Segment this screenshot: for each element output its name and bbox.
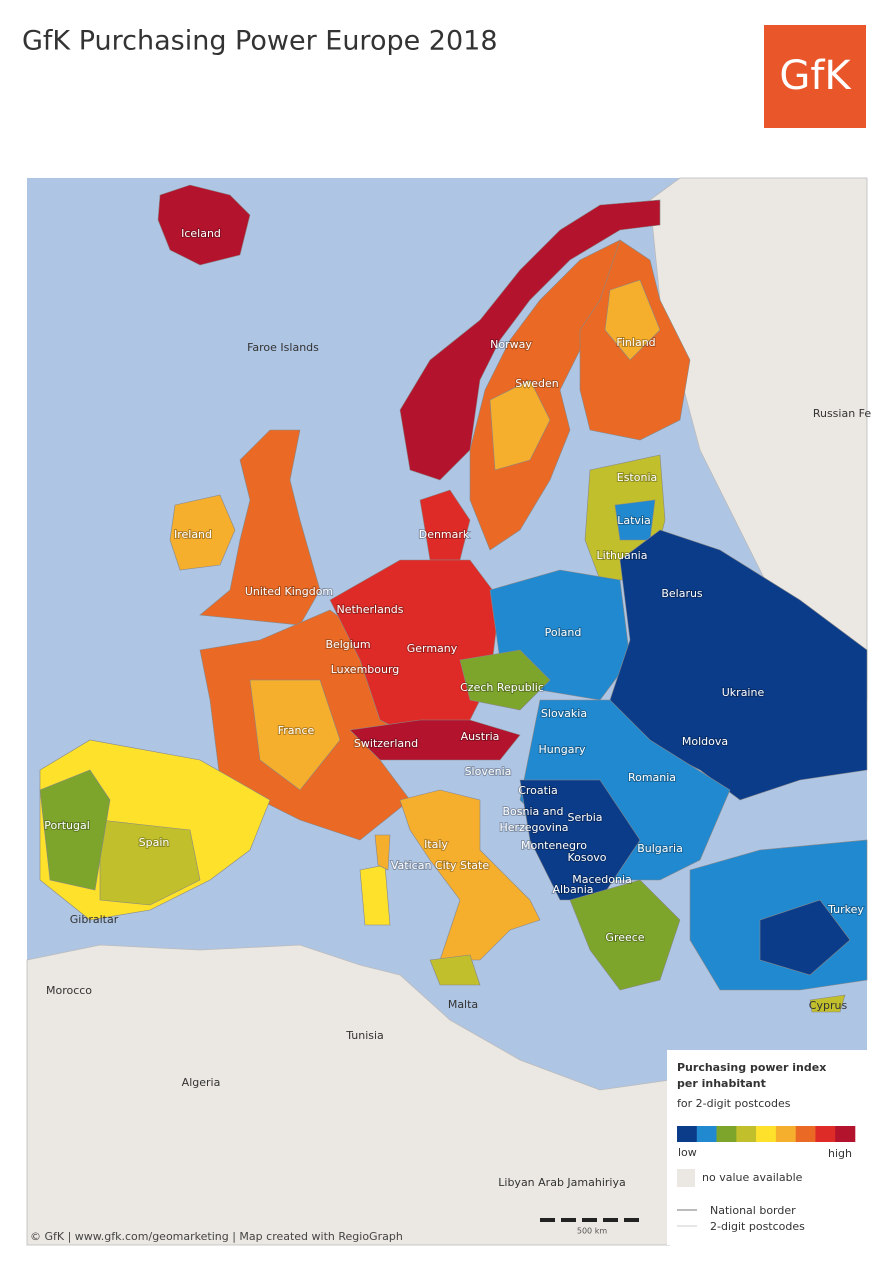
country-label: Greece: [605, 931, 644, 944]
country-label: Ireland: [174, 528, 212, 541]
legend-swatch: [756, 1126, 777, 1142]
country-label: Bulgaria: [637, 842, 683, 855]
country-label: Serbia: [567, 811, 602, 824]
country-label: Austria: [461, 730, 500, 743]
country-label: Belgium: [325, 638, 370, 651]
logo-text: GfK: [779, 53, 852, 99]
country-label: United Kingdom: [245, 585, 333, 598]
country-label: Germany: [407, 642, 458, 655]
country-label: Tunisia: [345, 1029, 384, 1042]
legend-low: low: [678, 1146, 697, 1159]
legend: Purchasing power index per inhabitant fo…: [667, 1050, 867, 1245]
map: Iceland Faroe Islands Norway Finland Sweden R…: [26, 177, 872, 1246]
country-label: Finland: [616, 336, 655, 349]
country-label: Poland: [545, 626, 582, 639]
country-label: Moldova: [682, 735, 728, 748]
legend-swatch: [696, 1126, 717, 1142]
legend-postcodes: 2-digit postcodes: [710, 1220, 805, 1233]
legend-subtitle: for 2-digit postcodes: [677, 1097, 791, 1110]
legend-swatch: [716, 1126, 737, 1142]
country-label: Lithuania: [597, 549, 648, 562]
logo-box: [764, 25, 866, 128]
country-label: Ukraine: [722, 686, 765, 699]
country-label: Denmark: [419, 528, 470, 541]
country-label: Estonia: [617, 471, 658, 484]
country-label: Russian Fe: [813, 407, 872, 420]
country-label: Montenegro: [521, 839, 587, 852]
country-label: Albania: [552, 883, 593, 896]
legend-swatch: [677, 1126, 698, 1142]
legend-swatch: [736, 1126, 757, 1142]
country-label: Iceland: [181, 227, 221, 240]
country-label: Bosnia and: [503, 805, 564, 818]
country-label: Portugal: [44, 819, 90, 832]
country-label: Hungary: [539, 743, 586, 756]
country-label: Morocco: [46, 984, 92, 997]
country-label: Norway: [490, 338, 532, 351]
title: GfK Purchasing Power Europe 2018: [22, 26, 498, 57]
country-label: Sweden: [515, 377, 558, 390]
country-label: Slovenia: [465, 765, 512, 778]
country-label: Herzegovina: [499, 821, 568, 834]
country-label: Vatican City State: [391, 859, 489, 872]
country-label: France: [278, 724, 315, 737]
legend-swatch: [775, 1126, 796, 1142]
country-label: Cyprus: [809, 999, 848, 1012]
country-label: Italy: [424, 838, 448, 851]
country-label: Netherlands: [336, 603, 403, 616]
country-label: Slovakia: [541, 707, 587, 720]
country-label: Libyan Arab Jamahiriya: [498, 1176, 625, 1189]
legend-border: National border: [710, 1204, 796, 1217]
country-label: Macedonia: [572, 873, 632, 886]
legend-swatch: [835, 1126, 856, 1142]
country-label: Luxembourg: [331, 663, 400, 676]
legend-title: Purchasing power index: [677, 1061, 826, 1074]
country-label: Algeria: [182, 1076, 221, 1089]
country-label: Kosovo: [567, 851, 606, 864]
country-label: Malta: [448, 998, 478, 1011]
country-label: Gibraltar: [70, 913, 119, 926]
scale-label: 500 km: [577, 1227, 607, 1236]
country-label: Romania: [628, 771, 676, 784]
country-label: Latvia: [617, 514, 651, 527]
country-label: Turkey: [827, 903, 864, 916]
country-label: Spain: [139, 836, 170, 849]
country-label: Switzerland: [354, 737, 418, 750]
legend-swatch: [815, 1126, 836, 1142]
country-label: Faroe Islands: [247, 341, 319, 354]
footer: © GfK | www.gfk.com/geomarketing | Map c…: [30, 1230, 403, 1243]
no-value-swatch: [677, 1169, 695, 1187]
country-label: Czech Republic: [460, 681, 544, 694]
country-label: Croatia: [518, 784, 558, 797]
legend-title: per inhabitant: [677, 1077, 766, 1090]
legend-high: high: [828, 1147, 852, 1160]
country-label: Belarus: [661, 587, 703, 600]
legend-no-value: no value available: [702, 1171, 803, 1184]
legend-swatch: [795, 1126, 816, 1142]
